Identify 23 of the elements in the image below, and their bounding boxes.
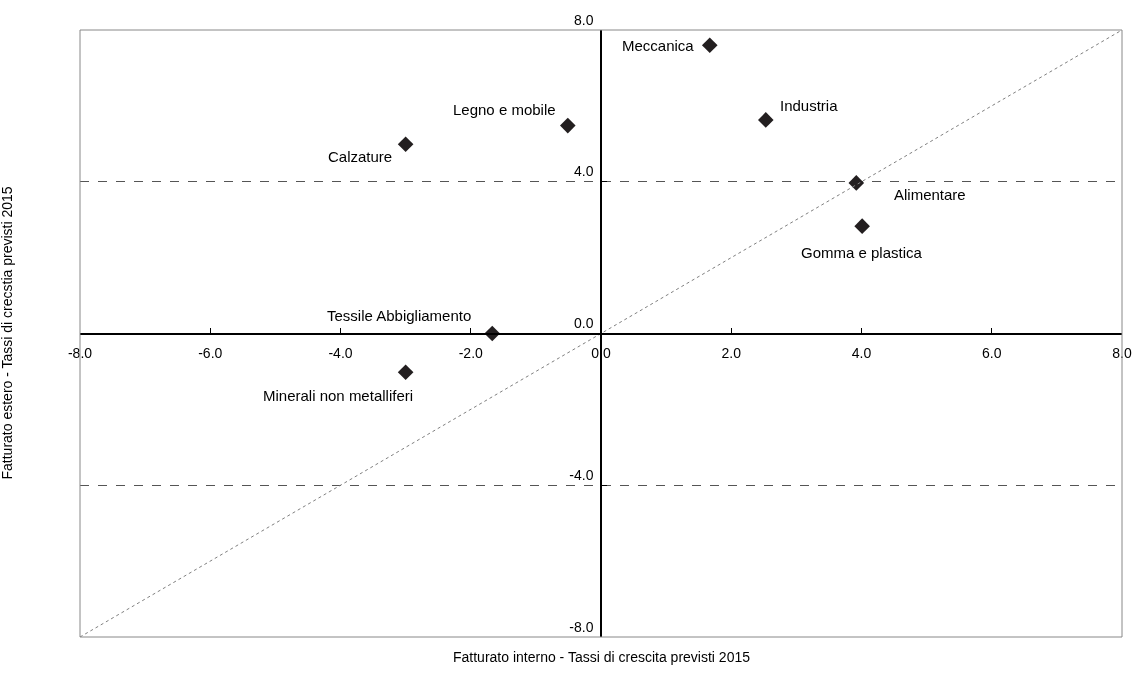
annotation: Industria [780,97,839,114]
x-axis-title: Fatturato interno - Tassi di crescita previsti 2015 [453,649,751,665]
annotation: Legno e mobile [453,101,556,118]
y-tick-label: 8.0 [573,11,594,28]
x-tick-label: -6.0 [198,345,223,362]
x-tick-label: 4.0 [851,345,872,362]
annotation: Minerali non metalliferi [263,387,414,404]
y-tick-label: -8.0 [569,618,594,635]
annotation: Meccanica [622,37,695,54]
x-tick-label: 8.0 [1112,345,1132,362]
annotation: Alimentare [894,186,966,203]
x-tick-label: -4.0 [328,345,353,362]
x-tick-label: 6.0 [982,345,1002,362]
x-tick-label: -2.0 [458,345,484,362]
y-tick-label: 4.0 [573,163,594,180]
x-tick-label: -8.0 [67,345,93,362]
y-tick-label: -4.0 [569,466,594,483]
y-tick-label: 0.0 [573,315,594,332]
annotation: Calzature [328,148,393,165]
y-axis-title: Fatturato estero - Tassi di crecstia previsti 2015 [0,186,15,480]
annotation: Gomma e plastica [801,244,923,261]
annotation: Tessile Abbigliamento [327,307,472,324]
x-tick-label: 2.0 [721,345,742,362]
